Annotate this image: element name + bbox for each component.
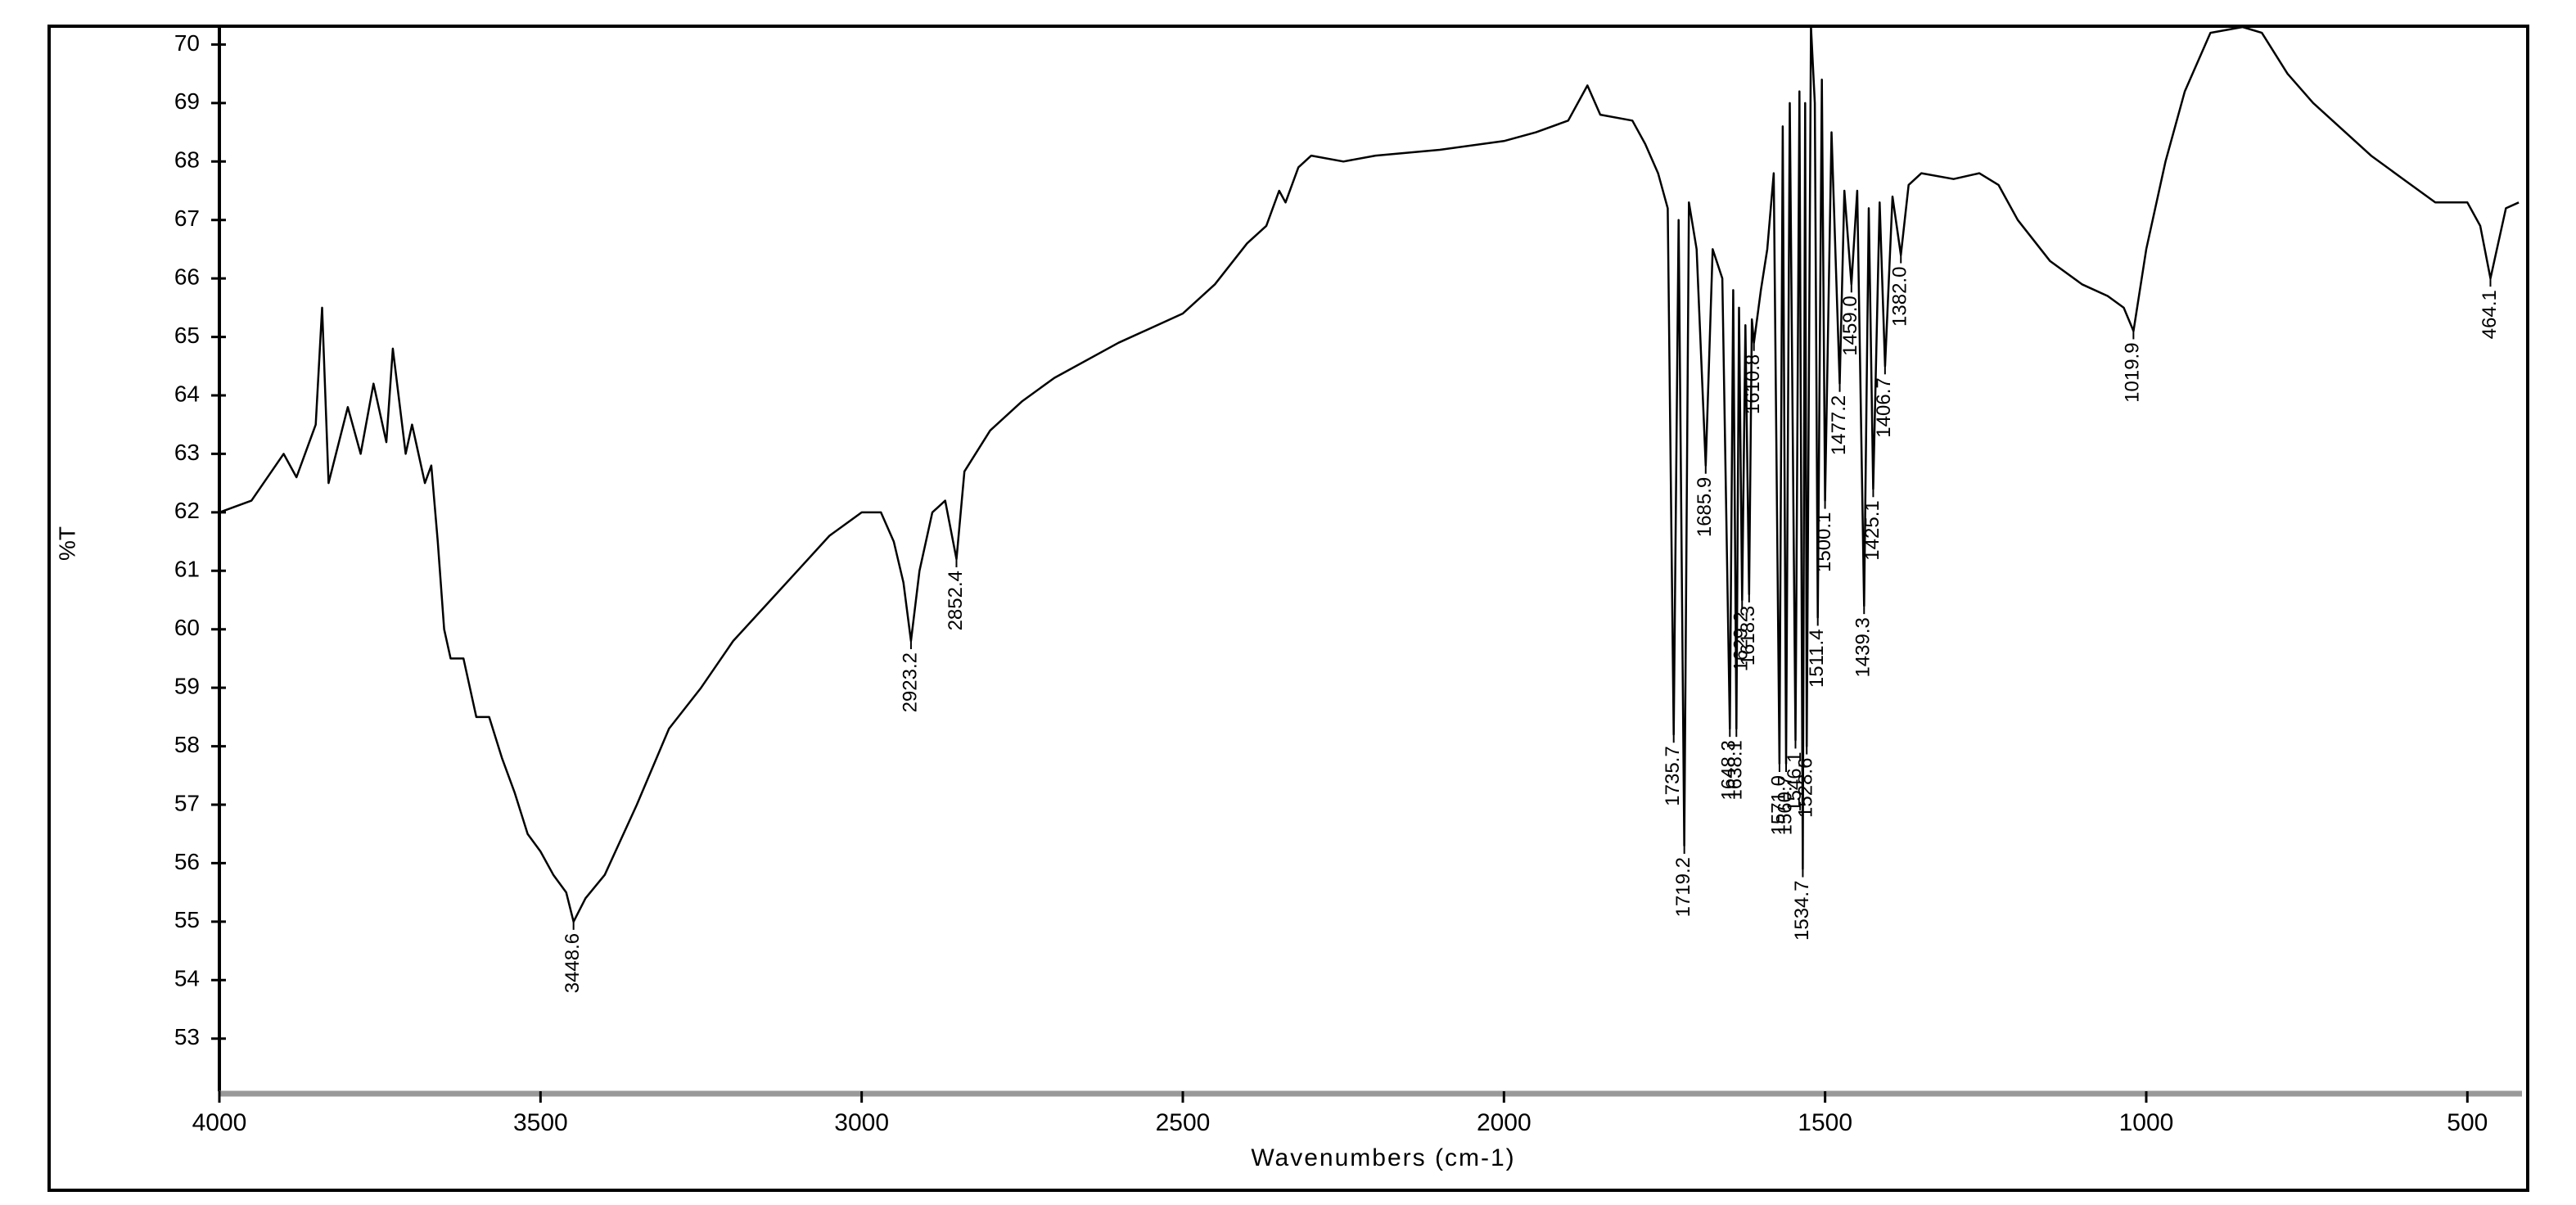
y-tick-label: 58 xyxy=(174,732,200,757)
peak-label: 2923.2 xyxy=(899,652,921,712)
x-axis-label: Wavenumbers (cm-1) xyxy=(1251,1144,1515,1171)
peak-label: 1571.0 xyxy=(1767,775,1789,835)
y-tick-label: 67 xyxy=(174,205,200,231)
x-tick-label: 1000 xyxy=(2119,1109,2174,1136)
peak-label: 1500.1 xyxy=(1813,512,1835,572)
peak-label: 1719.2 xyxy=(1672,857,1694,917)
y-tick-label: 68 xyxy=(174,147,200,173)
peak-label: 1425.1 xyxy=(1861,500,1884,560)
y-tick-label: 64 xyxy=(174,381,200,406)
x-tick-label: 3500 xyxy=(513,1109,568,1136)
peak-label: 2852.4 xyxy=(945,571,967,630)
x-tick-label: 2000 xyxy=(1477,1109,1532,1136)
x-tick-label: 3000 xyxy=(834,1109,889,1136)
peak-label: 1560.7 xyxy=(1774,775,1796,835)
peak-label: 1406.7 xyxy=(1873,377,1895,437)
peak-label: 1528.6 xyxy=(1795,758,1817,818)
y-tick-label: 55 xyxy=(174,907,200,932)
frame xyxy=(47,25,2529,1192)
peak-label: 1477.2 xyxy=(1828,395,1850,455)
peak-label: 1735.7 xyxy=(1662,746,1684,806)
y-tick-label: 56 xyxy=(174,849,200,874)
x-tick-label: 2500 xyxy=(1156,1109,1211,1136)
peak-label: 1459.0 xyxy=(1839,296,1861,355)
peak-label: 1534.7 xyxy=(1791,881,1813,941)
peak-label: 1685.9 xyxy=(1694,477,1716,537)
y-tick-label: 61 xyxy=(174,557,200,582)
y-tick-label: 53 xyxy=(174,1024,200,1049)
peak-label: 1439.3 xyxy=(1852,617,1874,677)
y-axis-label: %T xyxy=(54,526,79,561)
x-tick-label: 4000 xyxy=(192,1109,247,1136)
y-tick-label: 63 xyxy=(174,440,200,465)
peak-label: 1610.8 xyxy=(1742,354,1764,414)
y-tick-label: 54 xyxy=(174,966,200,991)
peak-label: 1648.3 xyxy=(1718,740,1740,800)
y-tick-label: 62 xyxy=(174,498,200,523)
peak-label: 1382.0 xyxy=(1889,267,1911,327)
y-tick-label: 66 xyxy=(174,264,200,290)
y-tick-label: 57 xyxy=(174,790,200,815)
y-tick-label: 65 xyxy=(174,323,200,348)
peak-label: 1638.1 xyxy=(1725,740,1747,800)
peak-label: 1629.2 xyxy=(1730,612,1753,671)
y-tick-label: 70 xyxy=(174,30,200,56)
x-tick-label: 1500 xyxy=(1798,1109,1852,1136)
y-tick-label: 59 xyxy=(174,674,200,699)
peak-label: 1618.3 xyxy=(1737,606,1759,666)
y-tick-label: 60 xyxy=(174,615,200,640)
peak-label: 464.1 xyxy=(2479,290,2501,339)
y-tick-label: 69 xyxy=(174,88,200,114)
peak-label: 1019.9 xyxy=(2122,342,2144,402)
spectrum-line xyxy=(219,25,2520,923)
peak-label: 3448.6 xyxy=(562,933,584,993)
peak-label: 1546.1 xyxy=(1784,751,1806,811)
x-tick-label: 500 xyxy=(2447,1109,2488,1136)
peak-label: 1511.4 xyxy=(1806,629,1828,688)
